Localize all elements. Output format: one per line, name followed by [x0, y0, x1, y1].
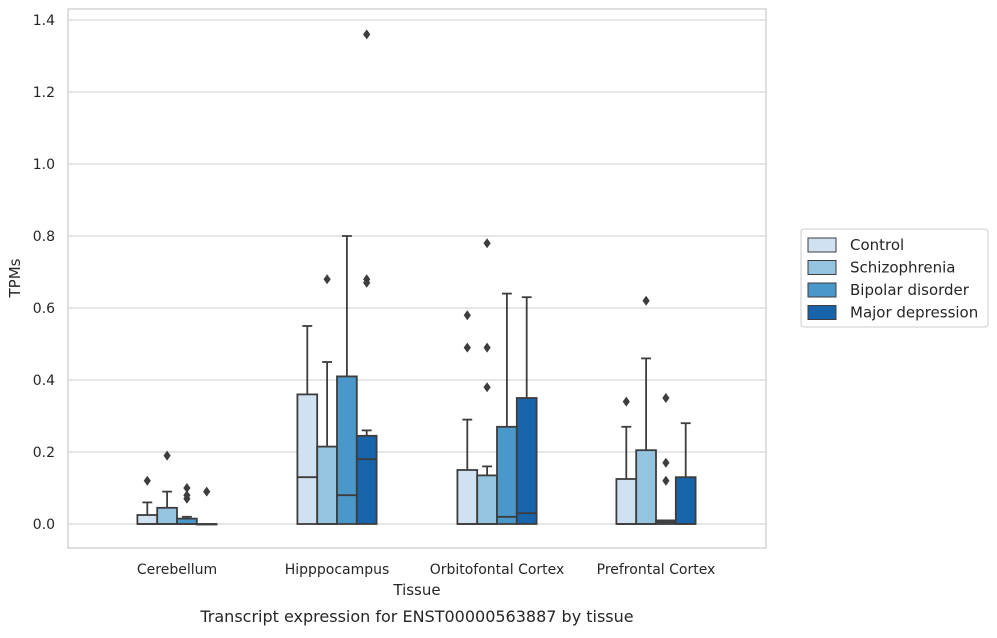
outlier-point: [323, 274, 331, 285]
box: [136, 514, 159, 525]
y-tick-label: 1.4: [33, 13, 55, 29]
box: [456, 469, 479, 525]
box-plot: [355, 29, 378, 525]
legend-swatch: [807, 260, 837, 275]
y-axis-label: TPMs: [6, 258, 24, 298]
legend-label: Schizophrenia: [850, 259, 955, 277]
outlier-point: [622, 396, 630, 407]
y-tick-label: 0.8: [33, 229, 55, 245]
box: [496, 425, 518, 525]
outlier-point: [463, 342, 471, 353]
x-tick-label: Hipppocampus: [285, 562, 390, 578]
box-plot: [674, 422, 697, 525]
outlier-point: [183, 490, 191, 501]
box-plot: [195, 486, 218, 526]
x-tick-labels: Cerebellum Hipppocampus Orbitofontal Corte…: [137, 562, 715, 578]
y-tick-label: 1.0: [33, 157, 55, 173]
outlier-point: [363, 274, 371, 285]
outlier-point: [483, 342, 491, 353]
outlier-point: [483, 382, 491, 393]
plot-frame: [67, 8, 767, 549]
outlier-point: [183, 483, 191, 493]
box: [355, 434, 378, 525]
chart-caption: Transcript expression for ENST0000056388…: [199, 607, 633, 626]
outlier-point: [163, 450, 171, 461]
y-tick-label: 1.2: [33, 85, 55, 101]
outlier-point: [463, 310, 471, 321]
box-plot: [615, 396, 638, 525]
box-plot: [456, 310, 479, 525]
outlier-point: [143, 475, 151, 486]
box: [674, 476, 697, 525]
y-tick-label: 0.0: [33, 517, 55, 533]
box-plot: [156, 450, 178, 525]
legend-swatch: [807, 282, 837, 298]
outlier-point: [662, 457, 670, 468]
x-tick-label: Orbitofontal Cortex: [430, 562, 565, 578]
legend-swatch: [807, 237, 837, 253]
box: [296, 393, 319, 525]
legend-label: Major depression: [850, 304, 978, 322]
box-plot: [316, 274, 338, 525]
outlier-point: [363, 29, 371, 40]
outlier-point: [203, 486, 211, 497]
legend-item: Schizophrenia: [807, 259, 955, 277]
box: [476, 474, 498, 525]
outlier-point: [662, 393, 670, 403]
y-tick-label: 0.4: [33, 373, 55, 389]
y-tick-label: 0.6: [33, 301, 55, 317]
box-plot: [515, 296, 538, 525]
legend-label: Bipolar disorder: [850, 281, 970, 299]
legend: Control Schizophrenia Bipolar disorder Majo…: [800, 228, 989, 328]
y-tick-label: 0.2: [33, 445, 55, 461]
box-marks: [136, 29, 697, 526]
outlier-point: [662, 475, 670, 486]
x-tick-label: Cerebellum: [137, 562, 217, 578]
legend-swatch: [807, 305, 837, 320]
legend-item: Bipolar disorder: [807, 281, 970, 299]
outlier-point: [483, 238, 491, 249]
y-tick-labels: 0.0 0.2 0.4 0.6 0.8 1.0 1.2 1.4: [33, 13, 55, 533]
box-plot: [336, 235, 358, 525]
box: [156, 506, 178, 525]
legend-label: Control: [850, 236, 904, 254]
box: [615, 478, 638, 525]
legend-item: Control: [807, 236, 904, 254]
box: [316, 445, 338, 525]
box-plot: [496, 292, 518, 525]
box: [336, 375, 358, 525]
outlier-point: [642, 295, 650, 306]
box-plot: [176, 483, 198, 525]
box: [515, 397, 538, 525]
box-plot: [635, 295, 657, 525]
x-axis-label: Tissue: [392, 581, 440, 599]
legend-item: Major depression: [807, 304, 978, 322]
x-tick-label: Prefrontal Cortex: [597, 562, 716, 578]
box: [635, 449, 657, 525]
legend-frame: [800, 228, 989, 328]
